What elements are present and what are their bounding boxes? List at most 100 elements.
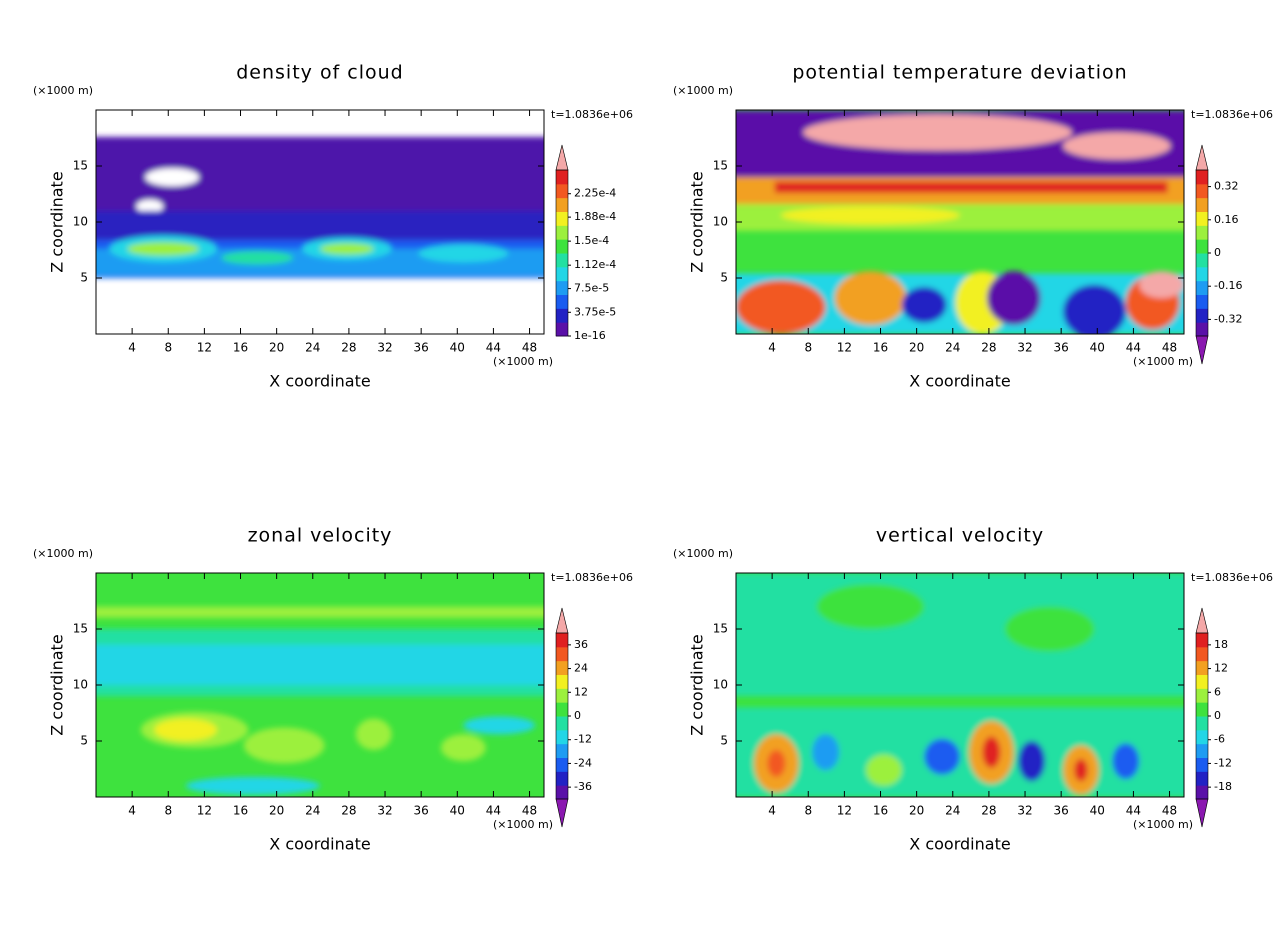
field-cell bbox=[243, 727, 325, 764]
field-cell bbox=[463, 716, 536, 735]
y-tick-label: 10 bbox=[713, 215, 728, 229]
colorbar-level bbox=[556, 183, 568, 199]
field-cell bbox=[221, 251, 294, 265]
panel-title: potential temperature deviation bbox=[792, 62, 1127, 84]
colorbar-tick-label: 1.5e-4 bbox=[574, 234, 609, 247]
colorbar-tick-label: 0.16 bbox=[1214, 213, 1239, 226]
field-cell bbox=[320, 243, 374, 255]
colorbar-tick-label: 7.5e-5 bbox=[574, 282, 609, 295]
colorbar-tick-label: 1.12e-4 bbox=[574, 258, 616, 271]
field-cell bbox=[767, 749, 786, 777]
y-unit: (×1000 m) bbox=[673, 547, 733, 560]
x-tick-label: 36 bbox=[414, 341, 429, 355]
colorbar-tick-label: 36 bbox=[574, 638, 588, 651]
field-cell bbox=[355, 718, 392, 750]
x-tick-label: 44 bbox=[486, 804, 501, 818]
field-band bbox=[96, 606, 544, 618]
field-cell bbox=[1018, 741, 1046, 782]
y-tick-label: 5 bbox=[80, 271, 88, 285]
x-tick-label: 16 bbox=[233, 804, 248, 818]
field-band bbox=[774, 181, 1168, 193]
y-unit: (×1000 m) bbox=[33, 547, 93, 560]
x-tick-label: 44 bbox=[1126, 804, 1141, 818]
x-unit: (×1000 m) bbox=[1133, 355, 1193, 368]
x-tick-label: 48 bbox=[522, 341, 537, 355]
colorbar-level bbox=[1196, 266, 1208, 282]
colorbar-level bbox=[1196, 785, 1208, 800]
y-tick-label: 15 bbox=[73, 622, 88, 636]
y-tick-label: 5 bbox=[720, 271, 728, 285]
time-label: t=1.0836e+06 bbox=[551, 571, 633, 584]
y-tick-label: 15 bbox=[73, 159, 88, 173]
y-tick-label: 5 bbox=[80, 734, 88, 748]
colorbar-level bbox=[1196, 239, 1208, 254]
x-tick-label: 28 bbox=[341, 341, 356, 355]
field-cell bbox=[812, 734, 840, 771]
colorbar-tick-label: 3.75e-5 bbox=[574, 305, 616, 318]
field-cell bbox=[1074, 758, 1088, 782]
field-cell bbox=[440, 734, 486, 762]
colorbar-tick-label: 12 bbox=[1214, 662, 1228, 675]
colorbar-level bbox=[556, 633, 568, 648]
time-label: t=1.0836e+06 bbox=[1191, 108, 1273, 121]
y-tick-label: 10 bbox=[73, 215, 88, 229]
colorbar-level bbox=[1196, 702, 1208, 717]
colorbar-level bbox=[556, 170, 568, 185]
x-tick-label: 16 bbox=[233, 341, 248, 355]
y-axis-label: Z coordinate bbox=[688, 171, 707, 272]
y-axis-label: Z coordinate bbox=[48, 171, 67, 272]
x-tick-label: 20 bbox=[909, 804, 924, 818]
colorbar-level bbox=[1196, 743, 1208, 758]
field-cell bbox=[136, 199, 164, 214]
x-tick-label: 24 bbox=[305, 341, 320, 355]
field-cell bbox=[1063, 284, 1126, 334]
colorbar-level bbox=[556, 688, 568, 703]
x-tick-label: 48 bbox=[1162, 804, 1177, 818]
x-tick-label: 44 bbox=[1126, 341, 1141, 355]
x-tick-label: 16 bbox=[873, 341, 888, 355]
colorbar-tick-label: 1.88e-4 bbox=[574, 210, 616, 223]
contour-field bbox=[736, 573, 1184, 797]
field-cell bbox=[127, 242, 200, 256]
colorbar-tick-label: -0.32 bbox=[1214, 312, 1242, 325]
panel: zonal velocity X coordinate Z coordinate (×… bbox=[33, 525, 633, 854]
field-cell bbox=[803, 114, 1072, 151]
y-tick-label: 5 bbox=[720, 734, 728, 748]
colorbar-extend-max bbox=[555, 144, 569, 171]
colorbar-level bbox=[1196, 757, 1208, 772]
x-tick-label: 48 bbox=[1162, 341, 1177, 355]
x-tick-label: 36 bbox=[1054, 341, 1069, 355]
colorbar-level bbox=[1196, 253, 1208, 268]
panel: potential temperature deviation X coordin… bbox=[673, 62, 1273, 391]
x-tick-label: 4 bbox=[768, 341, 776, 355]
colorbar-level bbox=[556, 280, 568, 295]
colorbar-tick-label: 24 bbox=[574, 662, 588, 675]
x-axis-label: X coordinate bbox=[909, 372, 1010, 391]
field-cell bbox=[1139, 271, 1184, 299]
field-cell bbox=[924, 738, 961, 775]
panel-title: density of cloud bbox=[236, 62, 404, 84]
field-cell bbox=[145, 168, 200, 187]
colorbar-level bbox=[556, 785, 568, 800]
colorbar-tick-label: -12 bbox=[1214, 756, 1232, 769]
colorbar-level bbox=[556, 716, 568, 731]
x-tick-label: 28 bbox=[981, 804, 996, 818]
x-tick-label: 48 bbox=[522, 804, 537, 818]
colorbar-level bbox=[1196, 646, 1208, 662]
colorbar-level bbox=[556, 266, 568, 282]
field-cell bbox=[418, 244, 509, 263]
x-tick-label: 20 bbox=[909, 341, 924, 355]
x-tick-label: 32 bbox=[1017, 341, 1032, 355]
x-tick-label: 24 bbox=[945, 341, 960, 355]
colorbar-extend-max bbox=[1195, 144, 1209, 171]
x-tick-label: 8 bbox=[804, 804, 812, 818]
y-axis-label: Z coordinate bbox=[48, 634, 67, 735]
colorbar-level bbox=[1196, 674, 1208, 689]
field-shapes bbox=[736, 573, 1184, 797]
colorbar-level bbox=[1196, 211, 1208, 226]
field-cell bbox=[986, 271, 1041, 326]
x-unit: (×1000 m) bbox=[493, 355, 553, 368]
panel-title: zonal velocity bbox=[248, 525, 393, 547]
colorbar-level bbox=[1196, 183, 1208, 199]
